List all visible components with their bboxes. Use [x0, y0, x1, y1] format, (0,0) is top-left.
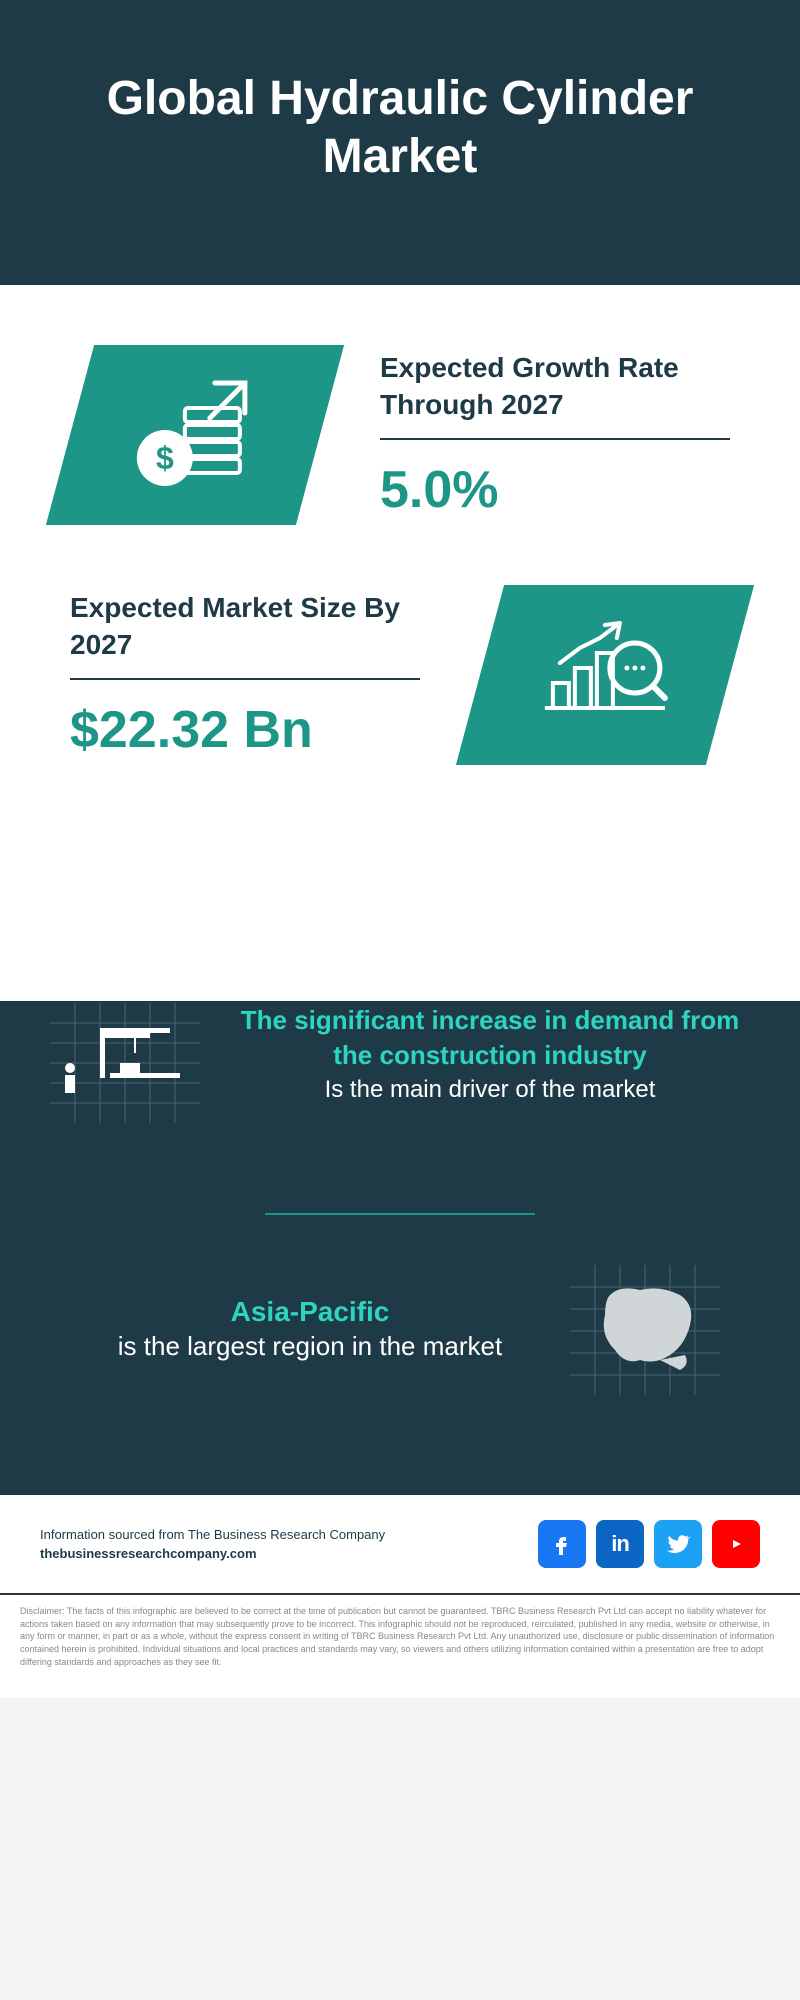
construction-grid-icon: [50, 1003, 200, 1123]
social-icons-row: in: [538, 1520, 760, 1568]
region-section: Asia-Pacific is the largest region in th…: [0, 1265, 800, 1455]
city-skyline: [0, 853, 800, 1003]
growth-icon-box: $: [46, 345, 344, 525]
dollar-growth-icon: $: [125, 373, 265, 493]
infographic-container: Global Hydraulic Cylinder Market $: [0, 0, 800, 1698]
growth-stat-text: Expected Growth Rate Through 2027 5.0%: [380, 350, 730, 520]
page-title: Global Hydraulic Cylinder Market: [60, 70, 740, 185]
driver-sub: Is the main driver of the market: [325, 1076, 656, 1103]
svg-text:$: $: [156, 440, 174, 476]
footer-text: Information sourced from The Business Re…: [40, 1525, 385, 1564]
header-section: Global Hydraulic Cylinder Market: [0, 0, 800, 285]
disclaimer-text: Disclaimer: The facts of this infographi…: [20, 1605, 780, 1668]
footer-source: Information sourced from The Business Re…: [40, 1525, 385, 1545]
divider: [380, 438, 730, 440]
market-size-value: $22.32 Bn: [70, 700, 420, 760]
facebook-icon[interactable]: [538, 1520, 586, 1568]
skyline-dark-section: The significant increase in demand from …: [0, 853, 800, 1495]
twitter-icon[interactable]: [654, 1520, 702, 1568]
growth-value: 5.0%: [380, 460, 730, 520]
market-size-label: Expected Market Size By 2027: [70, 590, 420, 663]
stat-row-growth: $ Expected Growth Rate Through 2027 5.0%: [70, 345, 730, 525]
chart-magnify-icon: [535, 613, 675, 733]
teal-divider: [265, 1213, 535, 1215]
footer-url: thebusinessresearchcompany.com: [40, 1544, 385, 1564]
divider: [70, 678, 420, 680]
disclaimer-section: Disclaimer: The facts of this infographi…: [0, 1593, 800, 1698]
driver-highlight: The significant increase in demand from …: [241, 1005, 739, 1070]
region-text: Asia-Pacific is the largest region in th…: [80, 1296, 540, 1364]
stat-row-market-size: Expected Market Size By 2027 $22.32 Bn: [70, 585, 730, 765]
region-highlight: Asia-Pacific: [231, 1296, 390, 1327]
region-sub: is the largest region in the market: [118, 1331, 502, 1361]
driver-text: The significant increase in demand from …: [230, 1003, 750, 1107]
growth-label: Expected Growth Rate Through 2027: [380, 350, 730, 423]
chart-icon-box: [456, 585, 754, 765]
driver-section: The significant increase in demand from …: [0, 1003, 800, 1163]
footer-section: Information sourced from The Business Re…: [0, 1495, 800, 1593]
stats-section: $ Expected Growth Rate Through 2027 5.0%…: [0, 285, 800, 855]
market-size-text: Expected Market Size By 2027 $22.32 Bn: [70, 590, 420, 760]
linkedin-icon[interactable]: in: [596, 1520, 644, 1568]
youtube-icon[interactable]: [712, 1520, 760, 1568]
map-grid-icon: [570, 1265, 720, 1395]
